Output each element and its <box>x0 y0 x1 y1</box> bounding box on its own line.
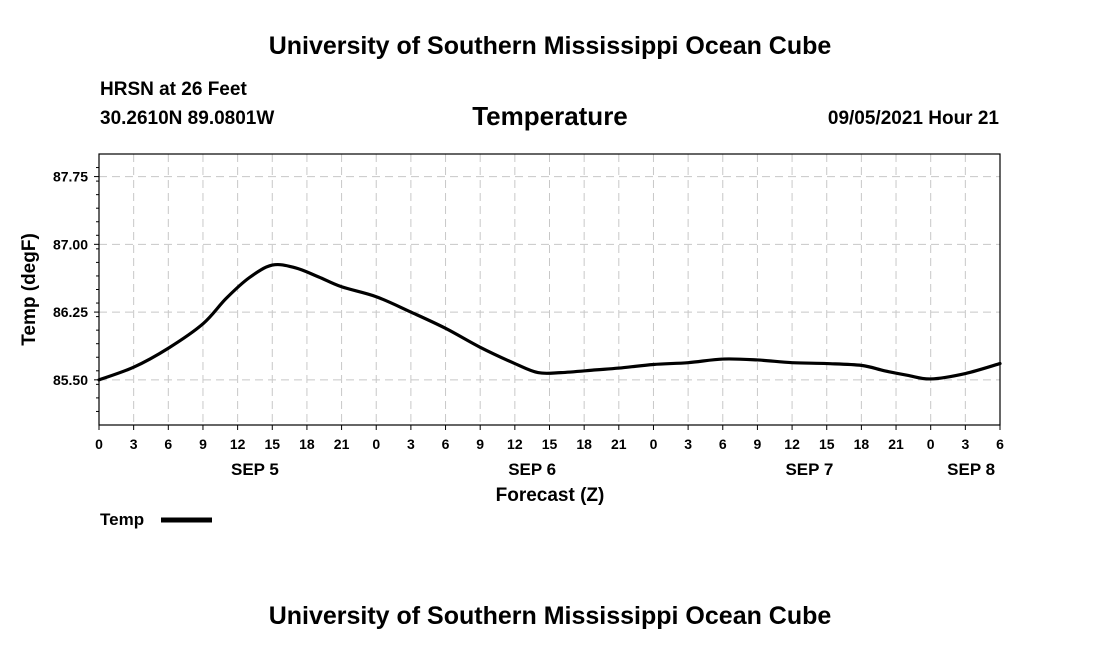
y-tick-label: 87.00 <box>53 236 88 252</box>
x-tick-label: 18 <box>299 436 315 452</box>
x-tick-label: 21 <box>888 436 904 452</box>
grid-lines <box>99 154 1000 425</box>
x-tick-label: 21 <box>611 436 627 452</box>
y-tick-label: 86.25 <box>53 304 88 320</box>
date-label: SEP 7 <box>785 460 833 479</box>
x-tick-label: 0 <box>650 436 658 452</box>
x-tick-label: 12 <box>507 436 523 452</box>
x-tick-label: 6 <box>442 436 450 452</box>
y-axis-label: Temp (degF) <box>19 233 40 346</box>
legend: Temp <box>100 510 212 529</box>
x-axis-label: Forecast (Z) <box>496 485 605 506</box>
x-tick-label: 21 <box>334 436 350 452</box>
axis-ticks: 0 3 6 9 12 15 18 21 0 3 6 9 12 15 18 21 0 3 6 9 12 15 18 21 0 3 6 8… <box>53 167 1004 479</box>
x-tick-label: 0 <box>927 436 935 452</box>
series-layer <box>97 262 1002 382</box>
issued-time-label: 09/05/2021 Hour 21 <box>828 108 1000 129</box>
coordinates-label: 30.2610N 89.0801W <box>100 108 274 129</box>
x-tick-label: 6 <box>996 436 1004 452</box>
series-line-temp <box>97 262 1002 382</box>
chart-title: Temperature <box>472 101 628 131</box>
footer-title: University of Southern Mississippi Ocean… <box>269 602 832 630</box>
date-label: SEP 5 <box>231 460 279 479</box>
x-tick-label: 15 <box>819 436 835 452</box>
x-tick-label: 15 <box>264 436 280 452</box>
x-tick-label: 18 <box>854 436 870 452</box>
legend-label-temp: Temp <box>100 510 144 529</box>
x-tick-label: 9 <box>754 436 762 452</box>
x-tick-label: 3 <box>961 436 969 452</box>
x-tick-label: 12 <box>784 436 800 452</box>
x-tick-label: 0 <box>372 436 380 452</box>
date-label: SEP 6 <box>508 460 556 479</box>
x-tick-label: 3 <box>130 436 138 452</box>
x-tick-label: 6 <box>164 436 172 452</box>
x-tick-label: 9 <box>199 436 207 452</box>
date-label: SEP 8 <box>947 460 995 479</box>
x-tick-label: 15 <box>542 436 558 452</box>
station-label: HRSN at 26 Feet <box>100 79 247 100</box>
x-tick-label: 0 <box>95 436 103 452</box>
x-tick-label: 12 <box>230 436 246 452</box>
x-tick-label: 18 <box>576 436 592 452</box>
header-title: University of Southern Mississippi Ocean… <box>269 32 832 60</box>
y-tick-label: 87.75 <box>53 169 88 185</box>
x-tick-label: 9 <box>476 436 484 452</box>
x-tick-label: 3 <box>407 436 415 452</box>
x-tick-label: 6 <box>719 436 727 452</box>
y-tick-label: 85.50 <box>53 372 88 388</box>
x-tick-label: 3 <box>684 436 692 452</box>
